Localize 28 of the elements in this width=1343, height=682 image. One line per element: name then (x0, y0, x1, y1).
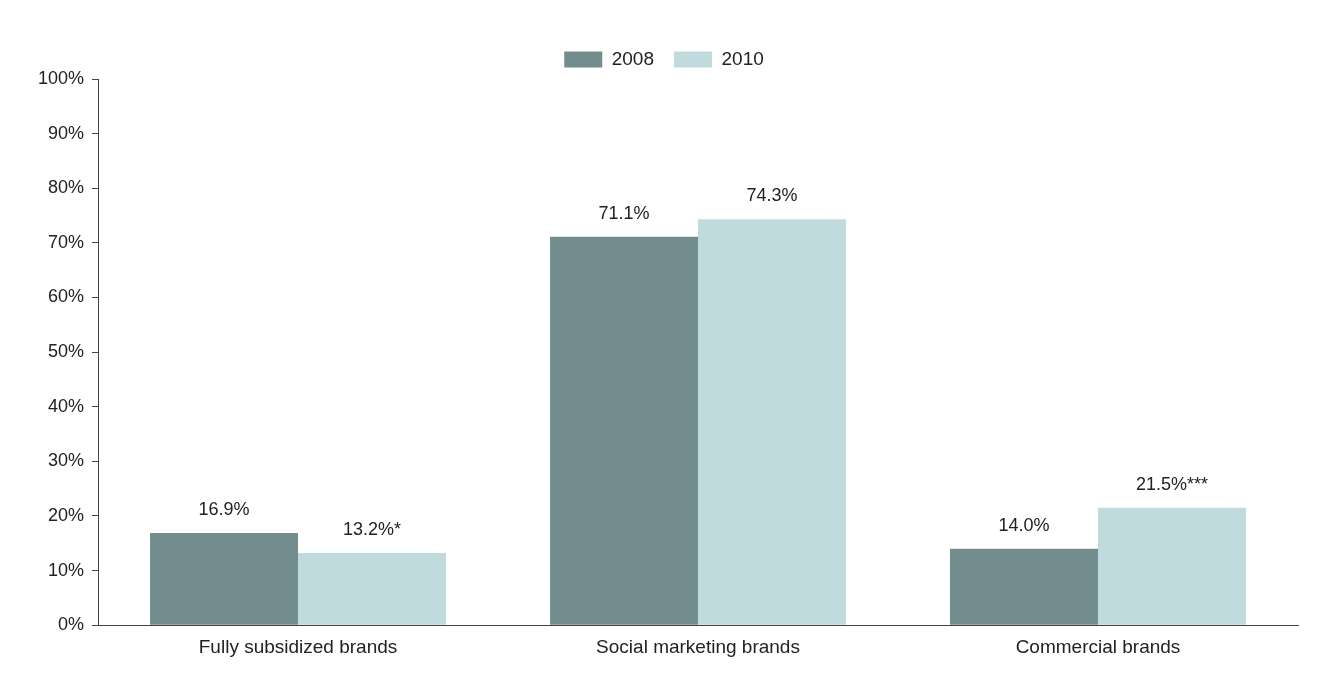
legend-label: 2008 (611, 47, 655, 69)
data-label: 13.2%* (343, 519, 402, 540)
x-tick-label: Commercial brands (1015, 635, 1181, 657)
legend-label: 2010 (721, 47, 764, 69)
y-tick-label: 80% (48, 177, 85, 198)
bar (550, 236, 699, 625)
y-tick-label: 30% (48, 450, 85, 471)
data-label: 74.3% (746, 185, 798, 206)
y-tick-label: 90% (48, 122, 85, 143)
y-tick-label: 0% (58, 614, 85, 635)
data-label: 21.5%*** (1135, 473, 1209, 494)
y-tick-label: 70% (48, 231, 85, 252)
bar (698, 219, 847, 625)
data-label: 14.0% (998, 514, 1050, 535)
data-label: 16.9% (198, 498, 250, 519)
y-tick-label: 50% (48, 341, 85, 362)
bar (298, 553, 447, 625)
y-tick-label: 40% (48, 395, 85, 416)
data-label: 71.1% (598, 202, 650, 223)
x-tick-label: Social marketing brands (596, 635, 800, 657)
y-tick-label: 20% (48, 504, 85, 525)
y-tick-label: 100% (37, 67, 85, 88)
y-tick-label: 60% (48, 286, 85, 307)
bar (1098, 507, 1246, 625)
bar (150, 532, 299, 625)
x-tick-label: Fully subsidized brands (198, 635, 398, 657)
bar (950, 548, 1099, 625)
y-tick-label: 10% (48, 559, 85, 580)
